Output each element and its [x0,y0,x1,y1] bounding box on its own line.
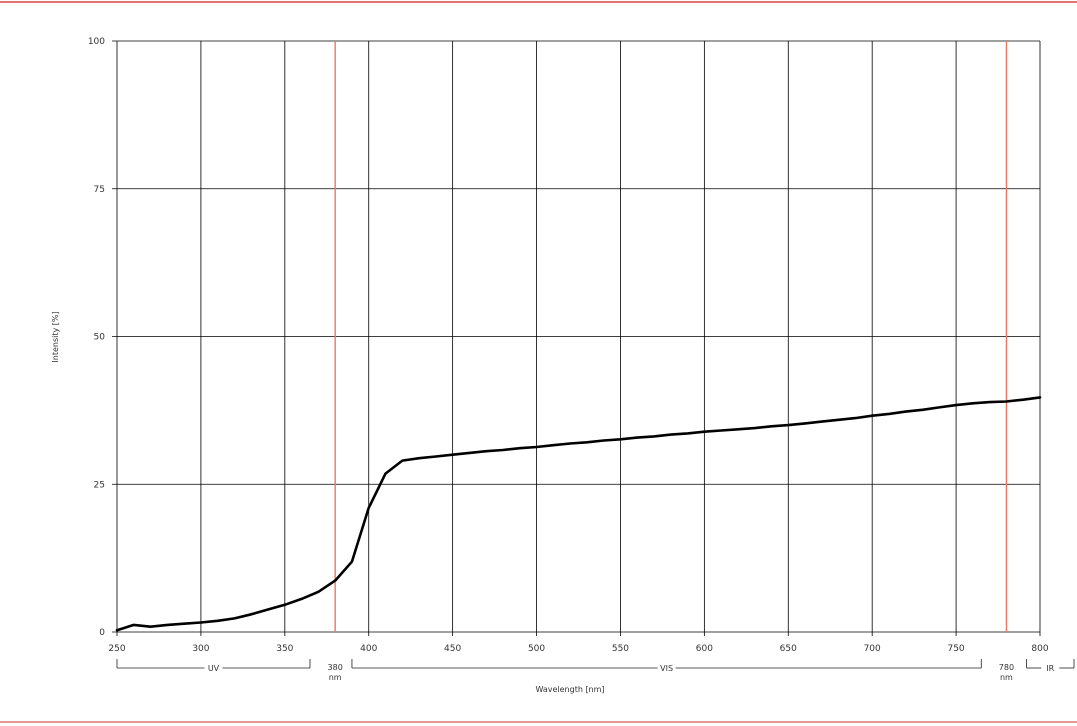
x-tick-label: 750 [947,644,964,654]
x-tick-label: 550 [612,644,629,654]
boundary-label-unit: nm [329,673,342,682]
boundary-label-unit: nm [1000,673,1013,682]
y-axis-label: Intensity [%] [51,311,60,362]
band-label: UV [208,664,220,673]
x-tick-label: 800 [1031,644,1048,654]
band-uv: UV [116,659,311,673]
tick-labels: 250 300 350 400 450 500 550 600 650 700 750 800 0 25 5… [88,37,1049,654]
x-tick-label: 350 [276,644,293,654]
band-label: VIS [660,664,673,673]
curve-layer [115,396,1042,632]
x-tick-label: 500 [528,644,545,654]
x-tick-label: 650 [780,644,797,654]
x-tick-label: 700 [864,644,881,654]
band-vis: VIS [351,659,982,673]
y-tick-label: 100 [88,37,105,47]
x-tick-label: 400 [360,644,377,654]
y-tick-label: 50 [94,333,106,343]
x-tick-label: 600 [696,644,713,654]
x-tick-label: 250 [108,644,125,654]
boundary-label-value: 780 [999,663,1014,672]
band-label: IR [1046,664,1054,673]
x-tick-label: 300 [192,644,209,654]
y-tick-label: 75 [94,185,105,195]
band-ir: IR [1026,659,1075,673]
y-tick-label: 25 [94,480,105,490]
y-tick-label: 0 [99,628,105,638]
intensity-curve [115,396,1042,632]
boundary-markers [334,41,1008,632]
boundary-label-value: 380 [328,663,343,672]
x-axis-label: Wavelength [nm] [535,685,604,694]
grid [112,40,1041,636]
x-tick-label: 450 [444,644,461,654]
